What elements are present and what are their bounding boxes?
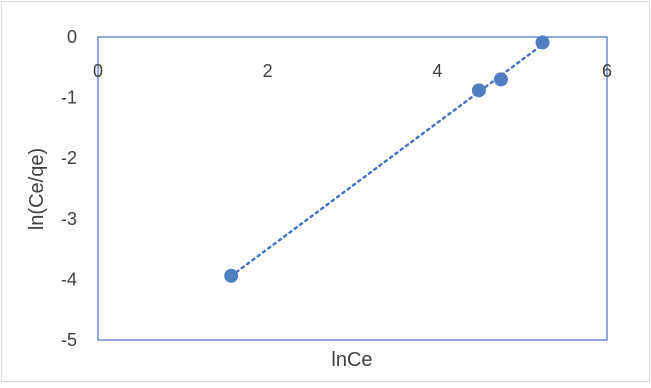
y-axis-title: ln(Ce/qe) bbox=[26, 148, 48, 230]
trendline bbox=[229, 43, 544, 278]
y-tick-labels: 0 -1 -2 -3 -4 -5 bbox=[61, 27, 77, 350]
plot-area bbox=[97, 36, 608, 341]
x-tick-labels: 0 2 4 6 bbox=[93, 61, 612, 81]
data-point bbox=[493, 72, 508, 87]
x-tick-label: 6 bbox=[602, 61, 612, 81]
plot-layer bbox=[97, 36, 608, 341]
data-point bbox=[471, 83, 486, 98]
data-point bbox=[224, 268, 239, 283]
y-tick-label: -2 bbox=[61, 148, 77, 168]
y-tick-label: -4 bbox=[61, 269, 77, 289]
y-tick-label: -5 bbox=[61, 330, 77, 350]
points-layer bbox=[224, 35, 550, 283]
y-tick-label: 0 bbox=[67, 27, 77, 47]
y-tick-label: -3 bbox=[61, 209, 77, 229]
x-tick-label: 2 bbox=[263, 61, 273, 81]
data-point bbox=[535, 35, 550, 50]
y-tick-label: -1 bbox=[61, 88, 77, 108]
x-tick-label: 4 bbox=[432, 61, 442, 81]
trendline-layer bbox=[229, 43, 544, 278]
x-axis-title: lnCe bbox=[331, 349, 372, 371]
x-tick-label: 0 bbox=[93, 61, 103, 81]
chart-frame bbox=[1, 1, 650, 382]
